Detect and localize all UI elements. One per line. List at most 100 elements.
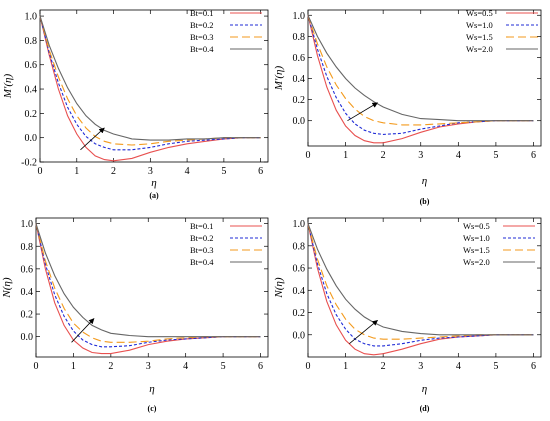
series-line-4 [307,223,534,336]
y-tick-label: 0.8 [293,32,306,43]
y-tick-label: 0.0 [21,332,34,343]
legend-label: Bt=0.2 [190,20,213,30]
trend-arrow [349,319,378,344]
legend-label: Ws=0.5 [466,8,493,18]
y-tick-label: 0.0 [293,116,306,127]
y-tick-label: 0.4 [21,287,34,298]
x-tick-label: 3 [418,361,423,372]
y-tick-label: 0.4 [293,286,306,297]
series-line-1 [35,223,261,355]
x-axis-label: η [149,383,154,395]
y-tick-label: 0.8 [293,241,306,252]
legend: Bt=0.1 Bt=0.2 Bt=0.3 Bt=0.4 [190,221,262,267]
series-line-2 [39,15,261,151]
x-tick-label: 2 [381,150,386,161]
legend-label: Ws=1.0 [466,20,493,30]
series-line-2 [307,15,534,135]
y-tick-label: 0.4 [293,74,306,85]
x-tick-label: 2 [108,361,113,372]
legend-label: Bt=0.1 [190,8,213,18]
legend-label: Ws=0.5 [463,221,490,231]
legend-label: Ws=1.5 [466,32,493,42]
x-tick-label: 0 [306,361,311,372]
chart-panel-3: 0 1 2 3 4 5 60.00.20.40.60.81.0 Bt=0.1Bt=0.2Bt=… [1,217,269,413]
x-tick-label: 0 [306,150,311,161]
trend-arrow [71,318,95,343]
series-line-2 [35,223,261,348]
plot-frame [307,217,542,358]
y-tick-label: 0.0 [25,133,38,144]
y-tick-label: 0.6 [21,264,34,275]
legend-label: Bt=0.1 [190,221,213,231]
x-tick-label: 6 [258,166,263,177]
panel-label: (a) [149,191,159,200]
x-axis-label: η [422,383,427,395]
y-tick-label: 0.6 [25,60,38,71]
panel-label: (b) [420,197,430,206]
chart-panel-2: 0 1 2 3 4 5 60.00.20.40.60.81.0 Ws=0.5Ws=1.0Ws=… [273,8,542,206]
chart-panel-4: 0 1 2 3 4 5 60.00.20.40.60.81.0 Ws=0.5Ws=1.0Ws=… [273,217,542,413]
legend: Bt=0.1 Bt=0.2 Bt=0.3 Bt=0.4 [190,8,262,54]
panel-label: (c) [148,404,157,413]
y-tick-label: 0.6 [293,53,306,64]
legend: Ws=0.5 Ws=1.0 Ws=1.5 Ws=2.0 [463,221,535,267]
y-tick-label: 1.0 [21,219,34,230]
y-axis-label: N(η) [273,277,285,298]
legend-label: Bt=0.4 [190,257,214,267]
x-tick-label: 4 [456,361,461,372]
x-tick-label: 5 [493,361,498,372]
legend: Ws=0.5 Ws=1.0 Ws=1.5 Ws=2.0 [466,8,538,54]
trend-arrow [347,102,379,122]
y-axis-label: N(η) [1,277,13,298]
series-line-1 [39,15,261,162]
series-line-4 [39,15,261,141]
legend-label: Ws=2.0 [466,44,493,54]
x-tick-label: 1 [71,361,76,372]
trend-arrow [80,127,105,151]
y-tick-label: 0.8 [21,242,34,253]
x-tick-label: 6 [258,361,263,372]
x-tick-label: 3 [148,166,153,177]
x-tick-label: 4 [456,150,461,161]
y-tick-label: 0.2 [25,109,38,120]
x-axis-label: η [422,175,427,187]
y-tick-label: 0.2 [21,310,34,321]
x-tick-label: 1 [343,150,348,161]
y-axis-label: M'(η) [2,74,14,100]
series-line-4 [35,223,261,338]
legend-label: Bt=0.3 [190,245,213,255]
x-tick-label: 4 [183,361,188,372]
y-tick-label: 0.8 [25,36,38,47]
panel-label: (d) [420,404,430,413]
y-tick-label: 1.0 [25,12,38,23]
series-line-3 [307,15,534,126]
series-line-4 [307,15,534,122]
x-tick-label: 5 [221,361,226,372]
plot-frame [39,9,269,163]
x-tick-label: 0 [38,166,43,177]
x-tick-label: 3 [418,150,423,161]
y-tick-label: 0.2 [293,308,306,319]
legend-label: Ws=2.0 [463,257,490,267]
x-tick-label: 5 [221,166,226,177]
y-axis-label: M'(η) [273,66,285,92]
legend-label: Bt=0.2 [190,233,213,243]
y-tick-label: 0.6 [293,264,306,275]
plot-frame [307,9,542,147]
plot-frame [35,217,269,358]
legend-label: Ws=1.0 [463,233,490,243]
y-tick-label: 0.0 [293,330,306,341]
y-tick-label: 0.4 [25,85,38,96]
x-tick-label: 3 [146,361,151,372]
y-tick-label: -0.2 [21,158,37,169]
legend-label: Ws=1.5 [463,245,490,255]
series-line-1 [307,15,534,144]
x-tick-label: 1 [74,166,79,177]
x-tick-label: 2 [381,361,386,372]
x-axis-label: η [151,177,156,189]
chart-panel-1: 0 1 2 3 4 5 6-0.20.00.20.40.60.81.0 Bt=0.1Bt=0.… [2,8,269,200]
x-tick-label: 2 [111,166,116,177]
y-tick-label: 0.2 [293,95,306,106]
x-tick-label: 5 [493,150,498,161]
